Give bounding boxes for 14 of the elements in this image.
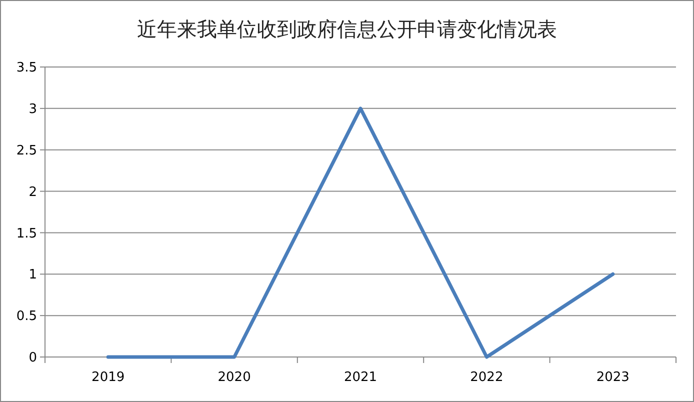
y-tick-label: 2.5 xyxy=(16,143,37,158)
chart-title: 近年来我单位收到政府信息公开申请变化情况表 xyxy=(137,17,557,41)
y-tick-label: 1 xyxy=(28,268,37,283)
x-tick-label: 2021 xyxy=(344,370,378,385)
y-tick-label: 0.5 xyxy=(16,309,37,324)
y-tick-label: 3 xyxy=(28,102,37,117)
y-tick-label: 3.5 xyxy=(16,60,37,76)
x-tick-label: 2022 xyxy=(470,370,504,385)
y-tick-label: 0 xyxy=(28,350,37,366)
y-tick-label: 1.5 xyxy=(16,226,37,242)
x-tick-label: 2023 xyxy=(596,370,630,385)
y-tick-label: 2 xyxy=(28,184,37,200)
x-tick-label: 2020 xyxy=(218,370,251,385)
x-tick-label: 2019 xyxy=(92,370,125,385)
